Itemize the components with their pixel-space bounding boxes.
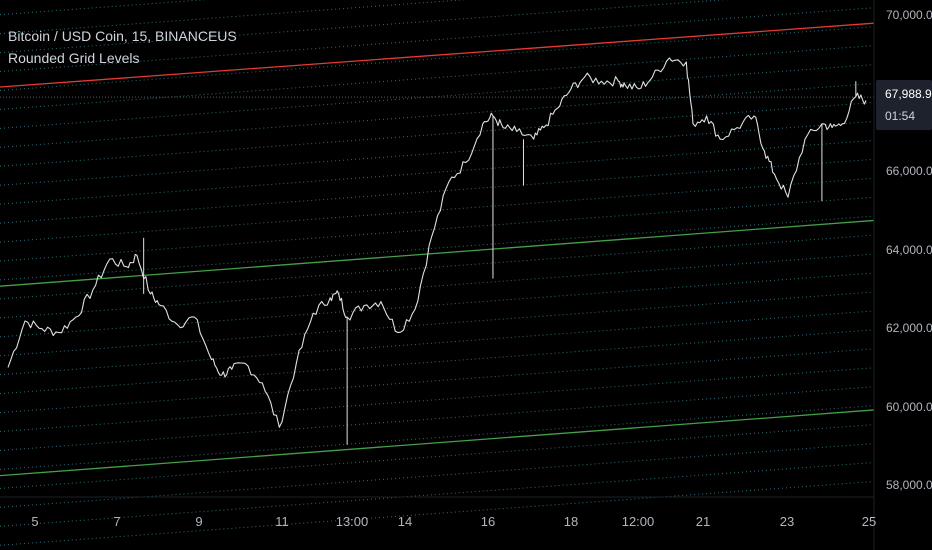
grid-level-line — [0, 310, 875, 376]
time-axis-tick: 21 — [695, 514, 711, 529]
time-axis-tick: 25 — [861, 514, 877, 529]
bar-countdown: 01:54 — [885, 109, 916, 123]
price-axis-tick: 60,000.00 — [886, 400, 932, 414]
grid-level-line — [0, 443, 875, 508]
time-axis-tick: 14 — [397, 514, 413, 529]
price-axis-tick: 58,000.00 — [886, 478, 932, 492]
time-axis-tick: 9 — [195, 514, 203, 529]
grid-level-line — [0, 291, 875, 357]
price-axis-tick: 64,000.00 — [886, 243, 932, 257]
grid-level-line — [0, 348, 875, 414]
chart-legend: Bitcoin / USD Coin, 15, BINANCEUS Rounde… — [8, 25, 237, 69]
last-price-value: 67,988.98 — [885, 87, 932, 101]
grid-level-line — [0, 158, 875, 224]
indicator-label[interactable]: Rounded Grid Levels — [8, 50, 140, 66]
grid-level-line — [0, 139, 875, 205]
grid-level-line — [0, 101, 875, 167]
symbol-title[interactable]: Bitcoin / USD Coin, 15, BINANCEUS — [8, 28, 237, 44]
price-axis-tick: 66,000.00 — [886, 164, 932, 178]
time-axis-tick: 5 — [31, 514, 39, 529]
price-axis[interactable]: 70,000.00 66,000.00 64,000.00 62,000.00 … — [874, 0, 932, 550]
lower-level-line — [0, 409, 875, 477]
grid-level-line — [0, 83, 875, 148]
time-axis-tick: 11 — [275, 514, 289, 529]
grid-level-line — [0, 64, 875, 129]
time-axis[interactable]: 5 7 9 11 13:00 14 16 18 12:00 21 23 25 — [0, 500, 877, 550]
grid-level-line — [0, 0, 209, 16]
time-axis-tick: 7 — [113, 514, 121, 529]
price-axis-tick: 62,000.00 — [886, 321, 932, 335]
time-axis-tick: 16 — [480, 514, 496, 529]
grid-level-line — [0, 272, 875, 338]
grid-level-line — [0, 386, 875, 452]
grid-level-line — [0, 253, 875, 319]
grid-level-line — [0, 367, 875, 433]
grid-level-line — [0, 424, 875, 489]
middle-level-line — [0, 219, 875, 287]
time-axis-tick: 18 — [563, 514, 579, 529]
time-axis-tick: 13:00 — [335, 514, 369, 529]
grid-level-line — [0, 215, 875, 281]
price-series-line — [7, 57, 867, 428]
grid-level-line — [0, 405, 875, 470]
time-axis-tick: 12:00 — [621, 514, 655, 529]
grid-level-line — [0, 329, 875, 395]
grid-level-line — [0, 177, 875, 243]
upper-level-line — [0, 22, 875, 88]
time-axis-tick: 23 — [779, 514, 795, 529]
grid-level-line — [0, 234, 875, 300]
grid-level-line — [0, 196, 875, 262]
price-axis-tick: 70,000.00 — [886, 8, 932, 22]
grid-level-line — [0, 120, 875, 186]
last-price-tag: 67,988.98 01:54 — [876, 80, 932, 130]
